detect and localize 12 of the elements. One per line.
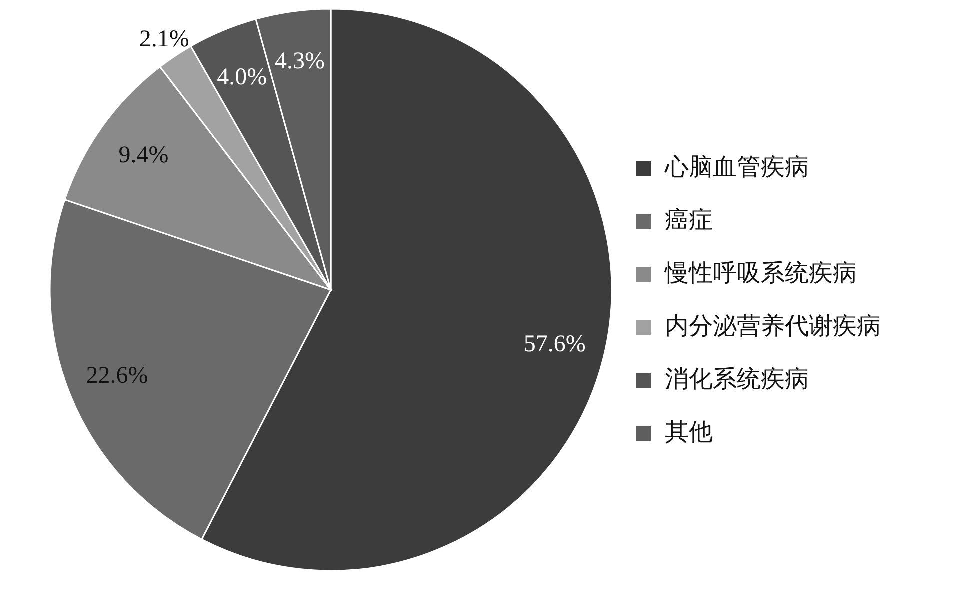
legend-label: 心脑血管疾病: [665, 153, 809, 181]
data-label: 57.6%: [524, 331, 586, 358]
legend-label: 癌症: [665, 206, 713, 234]
legend-label: 其他: [665, 418, 713, 446]
legend-label: 内分泌营养代谢疾病: [665, 312, 881, 340]
data-label: 4.3%: [274, 48, 325, 75]
data-label: 22.6%: [86, 363, 148, 390]
data-label: 2.1%: [139, 26, 190, 53]
legend-label: 慢性呼吸系统疾病: [665, 259, 857, 287]
data-label: 4.0%: [217, 64, 268, 90]
legend-label: 消化系统疾病: [665, 365, 809, 393]
data-label: 9.4%: [118, 142, 169, 169]
